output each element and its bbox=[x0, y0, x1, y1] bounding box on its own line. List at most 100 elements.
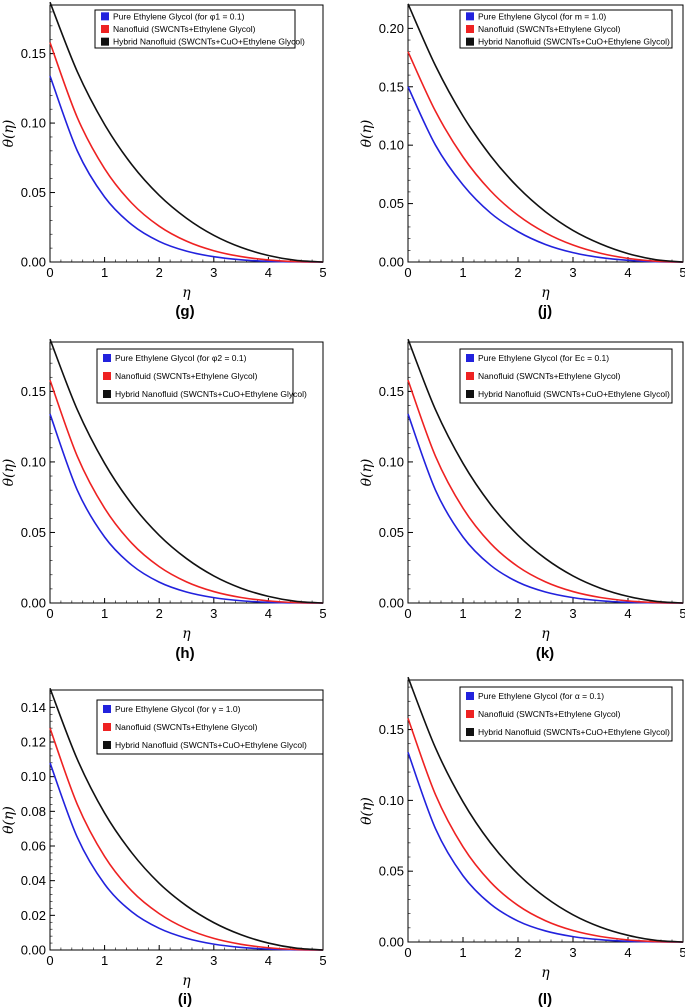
nanofluid-curve bbox=[49, 727, 324, 951]
panel-label: (j) bbox=[538, 303, 552, 320]
legend-swatch bbox=[466, 354, 474, 362]
y-tick-label: 0.15 bbox=[21, 384, 46, 399]
y-axis-label: θ(η) bbox=[359, 459, 375, 487]
legend-swatch bbox=[103, 354, 111, 362]
pure-eg-curve bbox=[49, 762, 324, 951]
legend-swatch bbox=[466, 37, 474, 46]
legend-box bbox=[459, 348, 673, 404]
y-tick-label: 0.05 bbox=[379, 196, 404, 211]
plot-frame bbox=[49, 341, 324, 604]
x-axis-label: η bbox=[182, 626, 191, 642]
y-tick-label: 0.00 bbox=[21, 943, 46, 958]
x-tick-label: 2 bbox=[514, 265, 521, 280]
y-tick-label: 0.20 bbox=[379, 21, 404, 36]
legend-box bbox=[94, 9, 296, 49]
x-tick-label: 1 bbox=[459, 945, 466, 960]
plot-frame bbox=[407, 341, 684, 604]
y-tick-label: 0.08 bbox=[21, 804, 46, 819]
x-tick-label: 3 bbox=[569, 265, 576, 280]
legend-entry: Nanofluid (SWCNTs+Ethylene Glycol) bbox=[115, 722, 258, 732]
x-tick-label: 2 bbox=[514, 945, 521, 960]
y-tick-label: 0.10 bbox=[379, 138, 404, 153]
panel-g: 0 1 2 3 4 5 0.00 0.05 0.10 0.15 η θ(η) Pure Ethylene… bbox=[1, 1, 327, 320]
x-tick-label: 5 bbox=[319, 265, 326, 280]
x-tick-label: 0 bbox=[46, 606, 53, 621]
legend-entry: Nanofluid (SWCNTs+Ethylene Glycol) bbox=[478, 709, 621, 719]
y-axis-label: θ(η) bbox=[1, 806, 17, 834]
y-tick-label: 0.15 bbox=[21, 46, 46, 61]
panel-i: 0 1 2 3 4 5 0.00 0.02 0.04 0.06 0.08 0.10 0.12 0.14 η θ… bbox=[1, 687, 327, 1008]
x-axis-label: η bbox=[182, 285, 191, 301]
y-axis-label: θ(η) bbox=[359, 120, 375, 148]
legend: Pure Ethylene Glycol (for Ec = 0.1) Nanof… bbox=[459, 348, 673, 404]
legend-entry: Nanofluid (SWCNTs+Ethylene Glycol) bbox=[115, 371, 258, 381]
x-tick-label: 1 bbox=[459, 265, 466, 280]
x-axis-label: η bbox=[541, 285, 550, 301]
y-tick-label: 0.15 bbox=[379, 722, 404, 737]
hybrid-nanofluid-curve bbox=[49, 687, 324, 951]
y-tick-label: 0.05 bbox=[379, 864, 404, 879]
x-tick-label: 4 bbox=[265, 606, 272, 621]
legend-entry: Pure Ethylene Glycol (for γ = 1.0) bbox=[115, 704, 241, 714]
x-axis-label: η bbox=[541, 965, 550, 981]
x-tick-label: 1 bbox=[101, 265, 108, 280]
x-tick-label: 5 bbox=[679, 265, 685, 280]
legend-swatch bbox=[101, 37, 109, 46]
pure-eg-curve bbox=[407, 751, 684, 943]
x-tick-label: 3 bbox=[569, 945, 576, 960]
legend-entry: Hybrid Nanofluid (SWCNTs+CuO+Ethylene Gl… bbox=[478, 727, 670, 737]
x-axis-label: η bbox=[541, 626, 550, 642]
y-tick-label: 0.12 bbox=[21, 735, 46, 750]
legend-box bbox=[459, 686, 673, 742]
legend-swatch bbox=[103, 372, 111, 380]
panel-j: 0 1 2 3 4 5 0.00 0.05 0.10 0.15 0.20 η θ(η) Pure Ethy… bbox=[359, 3, 685, 320]
legend-entry: Nanofluid (SWCNTs+Ethylene Glycol) bbox=[478, 371, 621, 381]
y-tick-label: 0.15 bbox=[379, 79, 404, 94]
y-tick-label: 0.05 bbox=[21, 185, 46, 200]
legend-box bbox=[96, 699, 324, 755]
legend-swatch bbox=[101, 12, 109, 21]
legend-swatch bbox=[466, 12, 474, 21]
y-tick-label: 0.00 bbox=[21, 255, 46, 270]
x-tick-label: 2 bbox=[156, 265, 163, 280]
legend-swatch bbox=[103, 705, 111, 713]
y-axis-label: θ(η) bbox=[1, 120, 17, 148]
legend-entry: Pure Ethylene Glycol (for φ2 = 0.1) bbox=[115, 353, 247, 363]
x-tick-label: 3 bbox=[210, 265, 217, 280]
y-tick-label: 0.00 bbox=[379, 255, 404, 270]
y-tick-label: 0.00 bbox=[379, 596, 404, 611]
y-tick-label: 0.02 bbox=[21, 908, 46, 923]
x-tick-label: 4 bbox=[624, 265, 631, 280]
legend-swatch bbox=[101, 25, 109, 33]
panel-label: (g) bbox=[175, 303, 194, 320]
y-tick-label: 0.06 bbox=[21, 839, 46, 854]
x-tick-label: 0 bbox=[404, 265, 411, 280]
plot-frame bbox=[407, 679, 684, 943]
x-tick-label: 1 bbox=[101, 953, 108, 968]
x-tick-label: 0 bbox=[46, 953, 53, 968]
nanofluid-curve bbox=[49, 42, 324, 263]
hybrid-nanofluid-curve bbox=[407, 3, 684, 263]
panel-label: (i) bbox=[178, 991, 192, 1008]
x-tick-label: 2 bbox=[156, 953, 163, 968]
x-tick-label: 0 bbox=[404, 945, 411, 960]
legend-entry: Hybrid Nanofluid (SWCNTs+CuO+Ethylene Gl… bbox=[478, 389, 670, 399]
x-tick-label: 3 bbox=[210, 953, 217, 968]
plot-frame bbox=[49, 689, 324, 951]
legend-swatch bbox=[466, 692, 474, 700]
pure-eg-curve bbox=[407, 86, 684, 263]
x-tick-label: 4 bbox=[624, 606, 631, 621]
x-tick-label: 3 bbox=[569, 606, 576, 621]
legend-swatch bbox=[466, 390, 474, 398]
legend-swatch bbox=[466, 728, 474, 736]
panel-l: 0 1 2 3 4 5 0.00 0.05 0.10 0.15 η θ(η) Pure Ethylene… bbox=[359, 676, 685, 1008]
nanofluid-curve bbox=[407, 379, 684, 604]
legend-swatch bbox=[466, 25, 474, 33]
x-tick-label: 2 bbox=[514, 606, 521, 621]
x-tick-label: 5 bbox=[319, 606, 326, 621]
panel-h: 0 1 2 3 4 5 0.00 0.05 0.10 0.15 η θ(η) Pure Ethylene… bbox=[1, 338, 327, 662]
legend-entry: Hybrid Nanofluid (SWCNTs+CuO+Ethylene Gl… bbox=[113, 37, 305, 47]
hybrid-nanofluid-curve bbox=[49, 1, 324, 263]
legend: Pure Ethylene Glycol (for φ2 = 0.1) Nanof… bbox=[96, 348, 307, 404]
